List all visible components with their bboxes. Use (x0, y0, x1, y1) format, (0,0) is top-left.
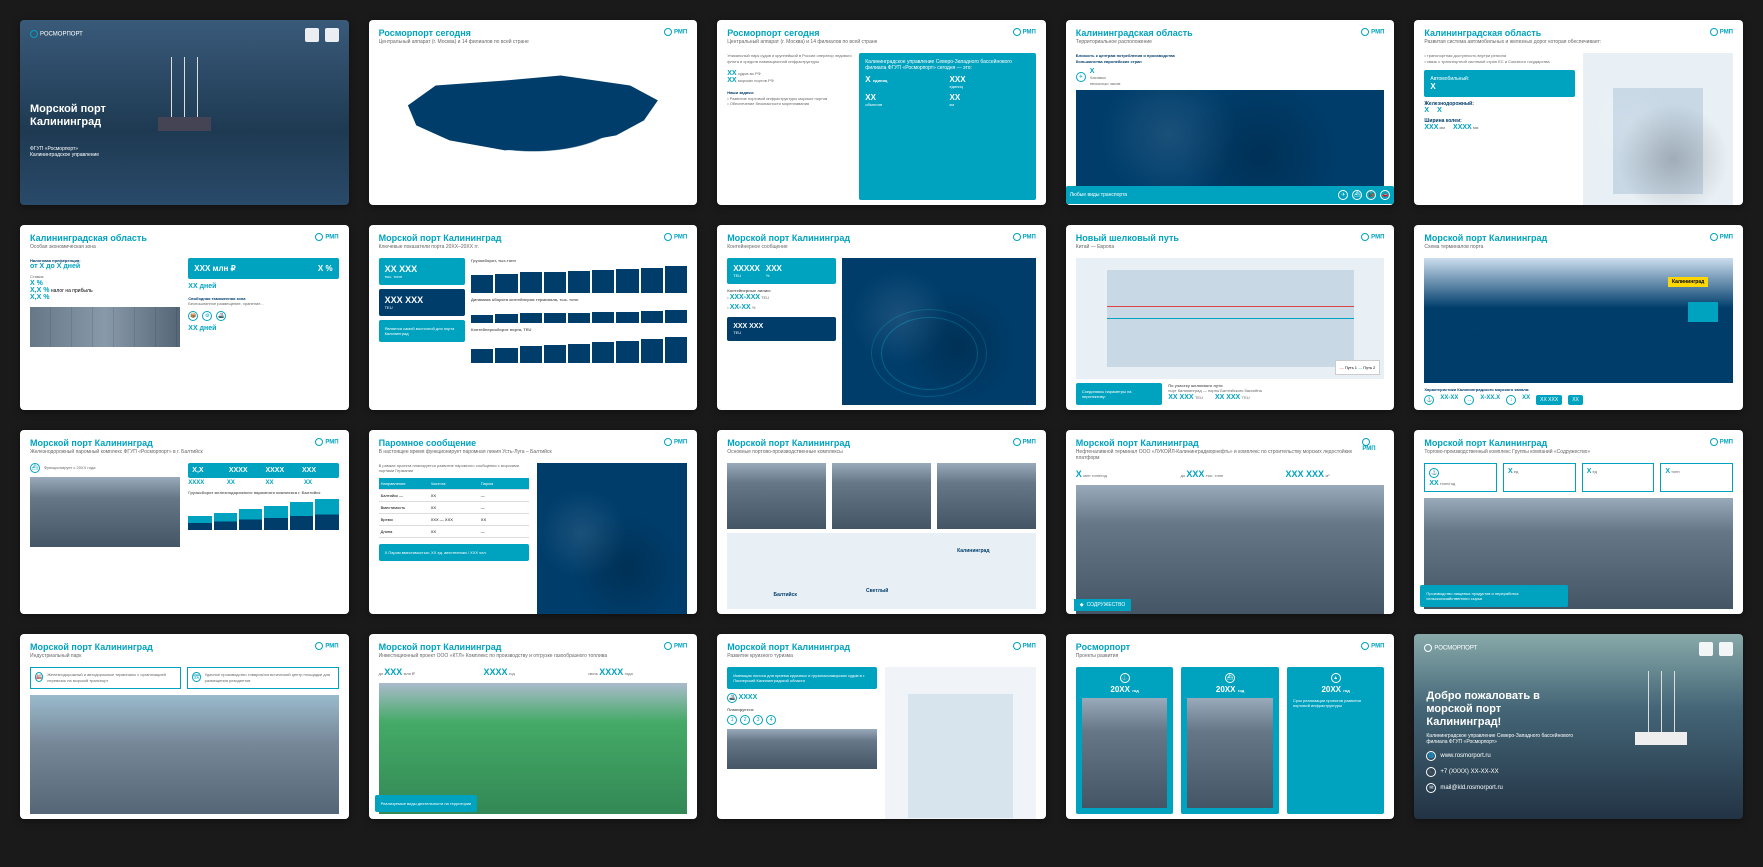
port-scheme-map: Балтийск Светлый Калининград (1424, 258, 1733, 383)
cruise-map: Калининград (885, 667, 1035, 819)
region-map (1583, 53, 1733, 205)
slide-11-ferry: Морской порт КалининградЖелезнодорожный … (20, 430, 349, 615)
contact-phone: 📞+7 (XXXX) XX-XX-XX (1426, 767, 1574, 777)
slide-1-title: РОСМОРПОРТ Морской порт Калининград ФГУП… (20, 20, 349, 205)
slide-16-industrial: Морской порт КалининградИндустриальный п… (20, 634, 349, 819)
slide-6-sez: Калининградская областьОсобая экономичес… (20, 225, 349, 410)
slide-18-cruise: Морской порт КалининградРазвитие круизно… (717, 634, 1046, 819)
slide-20-contact: РОСМОРПОРТ Добро пожаловать в морской по… (1414, 634, 1743, 819)
routes-map (842, 258, 1036, 405)
port-photo (30, 307, 180, 347)
slide-3-today: Росморпорт сегодняЦентральный аппарат (г… (717, 20, 1046, 205)
title: Росморпорт сегодня (379, 28, 529, 38)
ship-illustration (119, 57, 250, 149)
contact-email: ✉mail@kld.rosmorport.ru (1426, 783, 1574, 793)
slide-10-terminals: Морской порт КалининградСхема терминалов… (1414, 225, 1743, 410)
slide-2-map: Росморпорт сегодняЦентральный аппарат (г… (369, 20, 698, 205)
slide-5-transport: Калининградская областьРазвитая система … (1414, 20, 1743, 205)
location-map: Балтийск Светлый Калининград (727, 533, 1036, 610)
baltic-map (537, 463, 687, 615)
welcome-title: Добро пожаловать в морской порт Калининг… (1426, 690, 1574, 730)
ship-illustration (1595, 671, 1726, 763)
slide-17-gas: Морской порт КалининградИнвестиционный п… (369, 634, 698, 819)
slide-13-complexes: Морской порт КалининградОсновные портово… (717, 430, 1046, 615)
logo: РМП (664, 28, 687, 36)
ferry-chart (188, 495, 338, 530)
slide-15-sodruzhestvo: Морской порт КалининградТоргово-производ… (1414, 430, 1743, 615)
eurasia-map: — Путь 1 — Путь 2 (1076, 258, 1385, 379)
emblems (305, 28, 339, 42)
chart-2 (471, 303, 687, 323)
slide-14-oil: Морской порт КалининградНефтеналивной те… (1066, 430, 1395, 615)
chart-3 (471, 333, 687, 363)
russia-map (379, 53, 688, 178)
main-title: Морской порт Калининград (30, 103, 106, 129)
slide-9-silkroad: Новый шелковый путьКитай — ЕвропаРМП — П… (1066, 225, 1395, 410)
brand-logo: РОСМОРПОРТ (30, 30, 83, 38)
gas-render: Реализуемые виды деятельности на террито… (379, 683, 688, 814)
stats-box: Калининградское управление Северо-Западн… (859, 53, 1036, 200)
chart-1 (471, 263, 687, 293)
legend: — Путь 1 — Путь 2 (1335, 360, 1381, 375)
slide-4-region: Калининградская областьТерриториальное р… (1066, 20, 1395, 205)
terminal-photo: ◆СОДРУЖЕСТВО (1076, 485, 1385, 615)
complex-photo: Производство пищевых продуктов и перераб… (1424, 498, 1733, 610)
photo-3 (937, 463, 1036, 529)
slide-19-projects: РосморпортПроекты развитияРМП ⚓20XX год … (1066, 634, 1395, 819)
contact-web: 🌐www.rosmorport.ru (1426, 751, 1574, 761)
cruise-photo (727, 729, 877, 769)
subtitle: ФГУП «Росморпорт»Калининградское управле… (30, 146, 99, 158)
aerial-photo (30, 477, 180, 547)
photo-2 (832, 463, 931, 529)
slide-8-container: Морской порт КалининградКонтейнерное соо… (717, 225, 1046, 410)
brand-logo: РОСМОРПОРТ (1424, 644, 1477, 652)
photo-1 (727, 463, 826, 529)
slide-12-ferry-routes: Паромное сообщениеВ настоящее время функ… (369, 430, 698, 615)
slide-7-metrics: Морской порт КалининградКлючевые показат… (369, 225, 698, 410)
render-photo (30, 695, 339, 815)
ferry-table: НаправлениеЧастотаПаром Балтийск —XX— Вм… (379, 478, 529, 538)
europe-map (1076, 90, 1385, 199)
